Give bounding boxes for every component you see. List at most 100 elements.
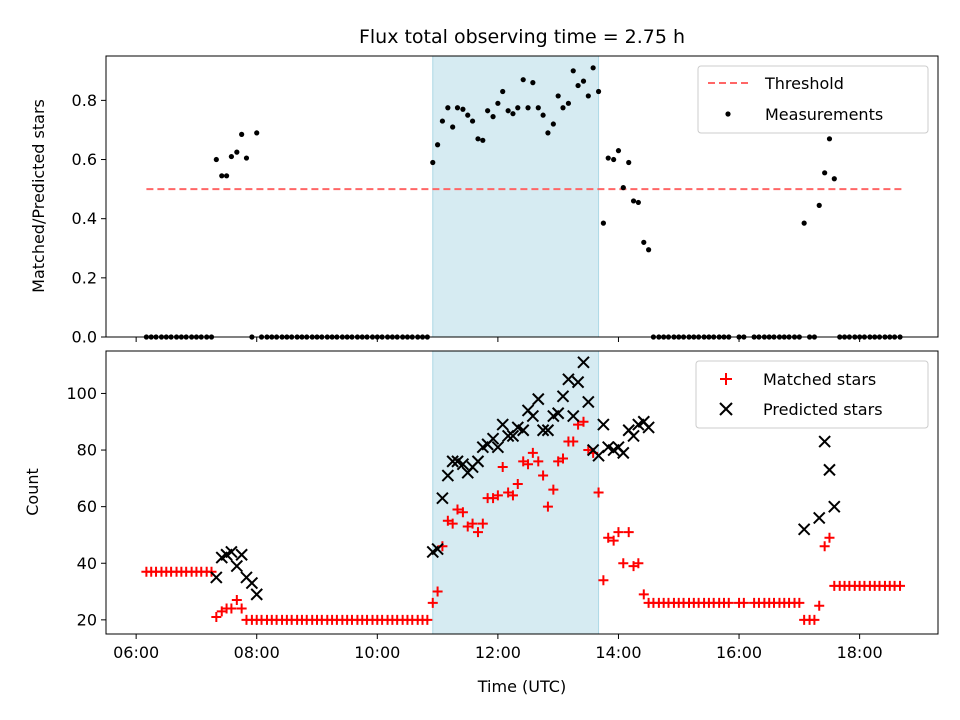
predicted-stars-point bbox=[250, 588, 263, 601]
legend-predicted-label: Predicted stars bbox=[763, 400, 883, 419]
measurement-point bbox=[545, 130, 551, 136]
predicted-stars-point bbox=[441, 469, 455, 482]
matched-stars-point bbox=[598, 575, 609, 586]
y-tick-label: 80 bbox=[77, 441, 97, 460]
measurement-point bbox=[254, 130, 260, 136]
matched-stars-point bbox=[738, 597, 749, 608]
measurement-point bbox=[475, 136, 481, 142]
predicted-stars-point bbox=[436, 491, 449, 505]
x-axis-label: Time (UTC) bbox=[477, 677, 566, 696]
matched-stars-point bbox=[507, 490, 518, 501]
x-tick-label: 10:00 bbox=[354, 643, 400, 662]
predicted-stars-point bbox=[245, 576, 259, 590]
x-tick-label: 12:00 bbox=[475, 643, 521, 662]
legend-predicted-swatch bbox=[719, 402, 733, 416]
legend-matched-label: Matched stars bbox=[763, 370, 876, 389]
measurement-point bbox=[239, 131, 245, 137]
measurement-point bbox=[515, 105, 521, 111]
matched-stars-point bbox=[603, 532, 614, 543]
predicted-stars-point bbox=[532, 392, 545, 406]
matched-stars-point bbox=[512, 479, 523, 490]
predicted-stars-point bbox=[471, 455, 485, 468]
measurement-point bbox=[434, 142, 441, 148]
predicted-stars-point bbox=[210, 571, 223, 584]
measurement-point bbox=[469, 118, 476, 124]
predicted-stars-point bbox=[431, 542, 444, 556]
predicted-stars-point bbox=[642, 421, 655, 434]
measurement-point bbox=[500, 88, 506, 95]
measurement-point bbox=[560, 105, 566, 111]
y-tick-label: 100 bbox=[66, 384, 97, 403]
measurement-point bbox=[620, 185, 626, 191]
bottom-panel-ylabel: Count bbox=[23, 468, 42, 516]
matched-stars-point bbox=[226, 603, 237, 614]
y-tick-label: 60 bbox=[77, 497, 97, 516]
matched-stars-point bbox=[452, 504, 463, 515]
matched-stars-point bbox=[618, 558, 629, 569]
matched-stars-point bbox=[613, 527, 624, 538]
measurement-point bbox=[575, 82, 581, 89]
matched-stars-point bbox=[578, 416, 589, 427]
x-tick-label: 18:00 bbox=[837, 643, 883, 662]
predicted-stars-point bbox=[562, 373, 575, 386]
top-panel-ylabel: Matched/Predicted stars bbox=[29, 99, 48, 293]
chart-title: Flux total observing time = 2.75 h bbox=[359, 26, 685, 48]
top-panel: 0.00.20.40.60.8 Matched/Predicted stars … bbox=[29, 55, 939, 347]
predicted-stars-point bbox=[225, 545, 238, 559]
matched-stars-point bbox=[608, 535, 619, 546]
predicted-stars-point bbox=[506, 429, 520, 443]
measurement-point bbox=[635, 199, 641, 206]
measurement-point bbox=[550, 121, 556, 127]
measurement-point bbox=[565, 100, 572, 106]
predicted-stars-point bbox=[577, 356, 590, 369]
bottom-panel: 20 40 60 80 100 06:00 08:00 10:00 12:00 14:00 16:… bbox=[23, 350, 939, 696]
matched-stars-point bbox=[527, 447, 538, 458]
matched-stars-point bbox=[809, 614, 820, 625]
predicted-stars-point bbox=[491, 441, 505, 454]
x-tick-label: 06:00 bbox=[113, 643, 159, 662]
predicted-stars-point bbox=[823, 463, 836, 477]
measurement-point bbox=[611, 156, 617, 163]
matched-stars-point bbox=[824, 532, 835, 543]
matched-stars-point bbox=[432, 586, 443, 597]
matched-stars-point bbox=[211, 612, 222, 623]
predicted-stars-point bbox=[556, 390, 570, 403]
measurement-point bbox=[530, 80, 536, 86]
measurement-point bbox=[641, 239, 647, 245]
matched-stars-point bbox=[794, 597, 805, 608]
matched-stars-point bbox=[633, 558, 644, 569]
matched-stars-point bbox=[623, 527, 634, 538]
legend-measurements-label: Measurements bbox=[765, 105, 883, 124]
measurement-point bbox=[600, 220, 606, 226]
y-tick-label: 0.2 bbox=[72, 268, 97, 287]
predicted-stars-point bbox=[446, 455, 459, 468]
measurement-point bbox=[630, 198, 637, 204]
matched-stars-point bbox=[231, 595, 242, 606]
measurement-point bbox=[485, 108, 491, 114]
measurement-point bbox=[605, 155, 611, 161]
measurement-point bbox=[646, 247, 652, 253]
matched-stars-point bbox=[557, 453, 568, 464]
x-tick-label: 16:00 bbox=[716, 643, 762, 662]
legend-threshold-label: Threshold bbox=[764, 74, 844, 93]
y-tick-label: 0.4 bbox=[72, 209, 97, 228]
measurement-point bbox=[480, 137, 486, 143]
measurement-point bbox=[465, 112, 471, 118]
x-tick-label: 08:00 bbox=[234, 643, 280, 662]
predicted-stars-point bbox=[571, 375, 585, 389]
matched-stars-point bbox=[895, 580, 906, 591]
legend-measurements-swatch bbox=[725, 111, 731, 117]
predicted-stars-point bbox=[551, 407, 565, 420]
predicted-stars-point bbox=[230, 559, 244, 573]
predicted-stars-point bbox=[582, 395, 595, 409]
measurement-point bbox=[460, 106, 466, 112]
measurement-point bbox=[615, 148, 622, 154]
measurement-point bbox=[816, 202, 822, 208]
matched-stars-point bbox=[723, 597, 734, 608]
measurement-point bbox=[535, 105, 541, 111]
matched-stars-point bbox=[523, 459, 534, 470]
measurement-point bbox=[228, 153, 235, 160]
measurement-point bbox=[540, 112, 546, 118]
measurement-point bbox=[219, 173, 225, 179]
